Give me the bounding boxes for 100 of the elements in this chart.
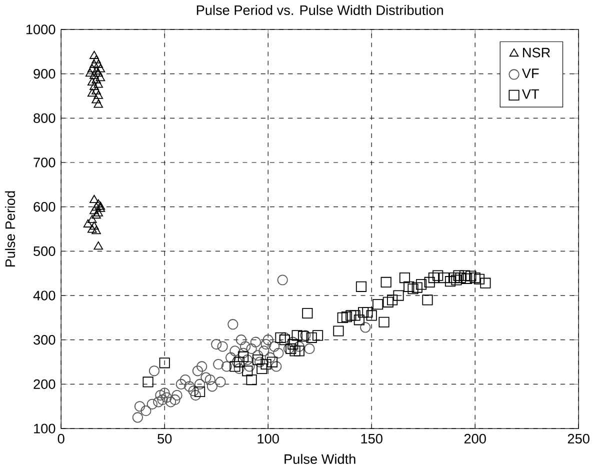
y-tick-label: 700	[34, 158, 56, 168]
point	[356, 281, 367, 292]
y-tick-label: 100	[34, 424, 56, 434]
x-tick-label: 50	[158, 434, 172, 444]
point	[204, 374, 216, 386]
point	[153, 396, 164, 408]
point	[244, 361, 255, 372]
x-tick-label: 250	[568, 434, 590, 444]
point	[238, 351, 249, 362]
point	[90, 222, 99, 230]
point	[240, 341, 251, 352]
point	[142, 376, 154, 388]
point	[393, 290, 404, 301]
point	[258, 346, 270, 356]
y-tick-label: 900	[34, 68, 56, 79]
x-tick-label: 150	[361, 434, 382, 444]
point	[92, 226, 101, 234]
point	[96, 204, 106, 212]
point	[462, 273, 472, 284]
point	[170, 394, 180, 406]
point	[304, 343, 315, 354]
point	[277, 274, 288, 286]
point	[83, 219, 93, 228]
point	[262, 334, 274, 346]
legend-label: VF	[522, 68, 539, 78]
point	[132, 412, 143, 423]
point	[196, 361, 208, 372]
point	[215, 376, 226, 388]
y-tick-label: 1000	[26, 24, 56, 34]
point	[260, 339, 272, 350]
x-tick-label: 200	[464, 434, 486, 444]
point	[94, 90, 103, 99]
point	[192, 366, 204, 376]
point	[217, 341, 228, 352]
point	[194, 386, 206, 398]
point	[200, 372, 212, 383]
x-axis-title: Pulse Width	[284, 454, 356, 464]
point	[466, 270, 476, 282]
point	[453, 270, 464, 281]
point	[455, 272, 466, 284]
point	[96, 64, 106, 72]
point	[161, 392, 172, 403]
point	[190, 390, 201, 401]
point	[176, 378, 186, 390]
point	[480, 278, 491, 288]
point	[92, 55, 101, 64]
point	[92, 86, 101, 94]
point	[92, 75, 101, 84]
point	[428, 272, 439, 284]
point	[90, 206, 99, 214]
point	[90, 194, 99, 204]
point	[432, 270, 444, 281]
point	[362, 307, 373, 318]
point	[213, 358, 224, 370]
point	[337, 312, 348, 323]
point	[242, 354, 253, 366]
point	[211, 339, 222, 350]
point	[279, 334, 290, 346]
point	[252, 350, 264, 361]
point	[404, 281, 414, 292]
point	[378, 316, 390, 328]
point	[271, 361, 282, 372]
point	[94, 241, 103, 250]
point	[87, 64, 97, 72]
point	[444, 276, 456, 287]
point	[157, 394, 168, 406]
point	[242, 366, 253, 376]
point	[90, 60, 99, 68]
y-tick-label: 500	[34, 246, 56, 256]
point	[250, 336, 261, 348]
point	[288, 339, 298, 350]
point	[234, 363, 244, 374]
point	[87, 214, 97, 224]
point	[459, 270, 470, 281]
point	[300, 330, 311, 341]
point	[94, 100, 103, 108]
point	[230, 361, 240, 372]
point	[416, 279, 427, 290]
x-tick-label: 100	[258, 434, 279, 444]
point	[246, 374, 257, 386]
point	[226, 352, 236, 363]
point	[399, 272, 410, 284]
point	[87, 224, 97, 233]
point	[264, 352, 276, 363]
point	[228, 319, 238, 330]
point	[96, 202, 106, 210]
point	[333, 326, 344, 336]
point	[94, 208, 103, 216]
point	[87, 77, 97, 86]
point	[474, 274, 485, 284]
point	[236, 334, 246, 346]
point	[159, 358, 170, 368]
chart-title: Pulse Period vs. Pulse Width Distribution	[196, 5, 443, 16]
point	[246, 343, 257, 354]
point	[85, 68, 95, 77]
point	[380, 276, 392, 288]
point	[90, 82, 99, 90]
point	[206, 381, 218, 392]
point	[292, 330, 302, 341]
y-tick-label: 400	[33, 290, 56, 300]
